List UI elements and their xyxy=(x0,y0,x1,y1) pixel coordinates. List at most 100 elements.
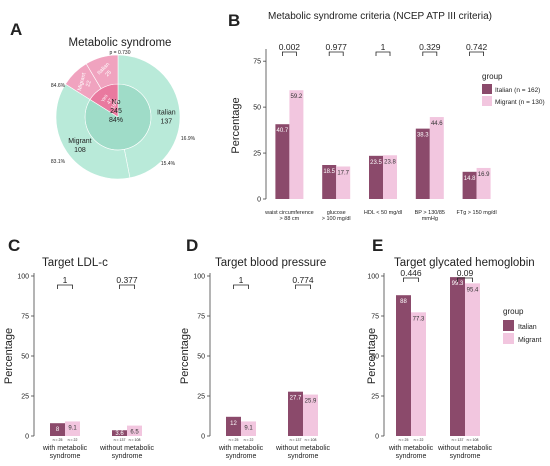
p-value-label: 0.377 xyxy=(116,275,138,285)
x-category-label: without metabolic xyxy=(437,445,493,452)
legend-label-b-1: Migrant (n = 130) xyxy=(495,99,545,106)
bar-value-label: 25.9 xyxy=(305,399,317,405)
x-category-label: syndrome xyxy=(50,453,81,460)
bar-value-label: 12 xyxy=(230,421,237,427)
bar-italian xyxy=(226,416,241,436)
p-value-bracket xyxy=(119,284,135,289)
y-tick-label: 100 xyxy=(193,274,205,281)
panel-e-bar-chart: E Target glycated hemoglobin 0 25 50 75 100 Per… xyxy=(366,236,541,460)
bar-migrant xyxy=(241,421,256,436)
y-axis-label: Percentage xyxy=(366,328,378,384)
x-category-label: syndrome xyxy=(226,453,257,460)
y-tick-label: 75 xyxy=(253,59,261,66)
x-category-label: HDL < 50 mg/dl xyxy=(364,210,402,216)
pie-outer-label-italian-no: Italian xyxy=(157,109,176,116)
p-value-label: 0.446 xyxy=(400,268,422,278)
panel-letter-d: D xyxy=(186,236,198,255)
legend-swatch-b-1 xyxy=(482,96,492,106)
panel-letter-a: A xyxy=(10,20,22,39)
bar-italian xyxy=(396,295,411,436)
n-label-italian: n = 137 xyxy=(452,438,464,442)
pie-outer-percent-3: 15.4% xyxy=(161,161,176,167)
y-tick-label: 75 xyxy=(197,314,205,321)
chart-title-b: Metabolic syndrome criteria (NCEP ATP II… xyxy=(268,11,492,22)
pie-inner-label-no: No xyxy=(112,99,121,106)
bar-migrant xyxy=(127,425,142,436)
y-tick-label: 50 xyxy=(197,354,205,361)
panel-letter-b: B xyxy=(228,11,240,30)
panel-b-bar-chart: B Metabolic syndrome criteria (NCEP ATP I… xyxy=(228,11,545,222)
y-tick-label: 75 xyxy=(21,314,29,321)
p-value-bracket xyxy=(457,277,473,282)
x-category-label: waist circumference xyxy=(264,210,314,216)
n-label-migrant: n = 108 xyxy=(467,438,479,442)
y-tick-label: 0 xyxy=(375,434,379,441)
p-value-bracket xyxy=(282,51,297,56)
p-value-label: 0.09 xyxy=(457,268,474,278)
y-tick-label: 50 xyxy=(253,105,261,112)
panel-letter-e: E xyxy=(372,236,383,255)
x-category-label: with metabolic xyxy=(42,445,88,452)
y-tick-label: 0 xyxy=(257,197,261,204)
n-label-italian: n = 25 xyxy=(399,438,409,442)
bar-value-label: 3.6 xyxy=(115,431,124,437)
bar-italian xyxy=(275,124,290,199)
bar-migrant xyxy=(411,312,426,436)
bar-italian xyxy=(369,155,383,199)
bar-italian xyxy=(288,391,303,436)
y-tick-label: 0 xyxy=(25,434,29,441)
bar-italian xyxy=(462,171,477,199)
bar-value-label: 95.4 xyxy=(467,287,479,293)
p-value-bracket xyxy=(57,284,73,289)
y-tick-label: 75 xyxy=(371,314,379,321)
bar-value-label: 59.2 xyxy=(291,94,303,100)
y-axis-label: Percentage xyxy=(3,328,15,384)
n-label-italian: n = 25 xyxy=(229,438,239,442)
x-category-label: syndrome xyxy=(396,453,427,460)
bar-italian xyxy=(50,423,65,436)
bar-italian xyxy=(112,430,127,436)
pie-outer-count-2: 22 xyxy=(85,80,92,87)
panel-c-bar-chart: C Target LDL-c 0 25 50 75 100 Percentage 8 9.1 1 n … xyxy=(3,236,155,460)
chart-title-d: Target blood pressure xyxy=(215,257,326,269)
p-value-bracket xyxy=(375,51,391,56)
bar-value-label: 40.7 xyxy=(277,128,289,134)
n-label-migrant: n = 22 xyxy=(68,438,78,442)
n-label-migrant: n = 108 xyxy=(305,438,317,442)
bar-value-label: 16.9 xyxy=(478,172,490,178)
pie-subtitle: p = 0.730 xyxy=(110,50,131,56)
pie-outer-percent-2: 16.9% xyxy=(181,136,196,142)
bar-value-label: 9.1 xyxy=(68,425,77,431)
x-category-label: BP > 130/85 xyxy=(415,210,445,216)
bar-value-label: 14.8 xyxy=(464,176,476,182)
bar-italian xyxy=(415,128,430,199)
x-category-label: without metabolic xyxy=(275,445,331,452)
y-tick-label: 25 xyxy=(21,394,29,401)
panel-d-bar-chart: D Target blood pressure 0 25 50 75 100 Percenta… xyxy=(179,236,331,460)
p-value-label: 1 xyxy=(381,42,386,52)
pie-inner-count-yes: 47 xyxy=(106,98,114,106)
p-value-bracket xyxy=(403,277,419,282)
x-category-label: > 100 mg/dl xyxy=(322,216,351,222)
n-label-italian: n = 137 xyxy=(114,438,126,442)
pie-outer-count-migrant-no: 108 xyxy=(74,147,86,154)
pie-inner-count-no: 245 xyxy=(110,108,122,115)
n-label-italian: n = 137 xyxy=(290,438,302,442)
bar-value-label: 8 xyxy=(56,427,60,433)
legend-title-b: group xyxy=(482,72,503,81)
pie-title: Metabolic syndrome xyxy=(69,37,172,49)
y-tick-label: 100 xyxy=(17,274,29,281)
y-tick-label: 25 xyxy=(197,394,205,401)
bar-value-label: 18.5 xyxy=(323,169,335,175)
pie-inner-percent-yes: 16% xyxy=(110,98,120,110)
pie-outer-slice-3 xyxy=(85,54,119,90)
pie-outer-slice-1 xyxy=(55,83,131,180)
p-value-label: 0.774 xyxy=(292,275,314,285)
bar-migrant xyxy=(465,283,480,436)
pie-inner-percent-no: 84% xyxy=(109,117,123,124)
pie-outer-slice-0 xyxy=(117,54,181,179)
n-label-italian: n = 25 xyxy=(53,438,63,442)
